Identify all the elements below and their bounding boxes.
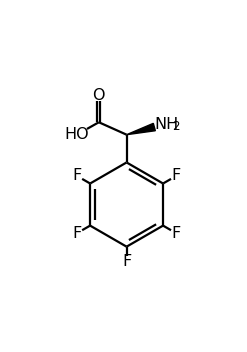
Text: F: F	[72, 226, 82, 241]
Polygon shape	[126, 123, 155, 135]
Text: HO: HO	[64, 127, 89, 142]
Text: NH: NH	[154, 117, 178, 132]
Text: F: F	[122, 254, 131, 270]
Text: 2: 2	[173, 120, 180, 133]
Text: F: F	[172, 168, 181, 183]
Text: F: F	[72, 168, 82, 183]
Text: F: F	[172, 226, 181, 241]
Text: O: O	[93, 88, 105, 103]
